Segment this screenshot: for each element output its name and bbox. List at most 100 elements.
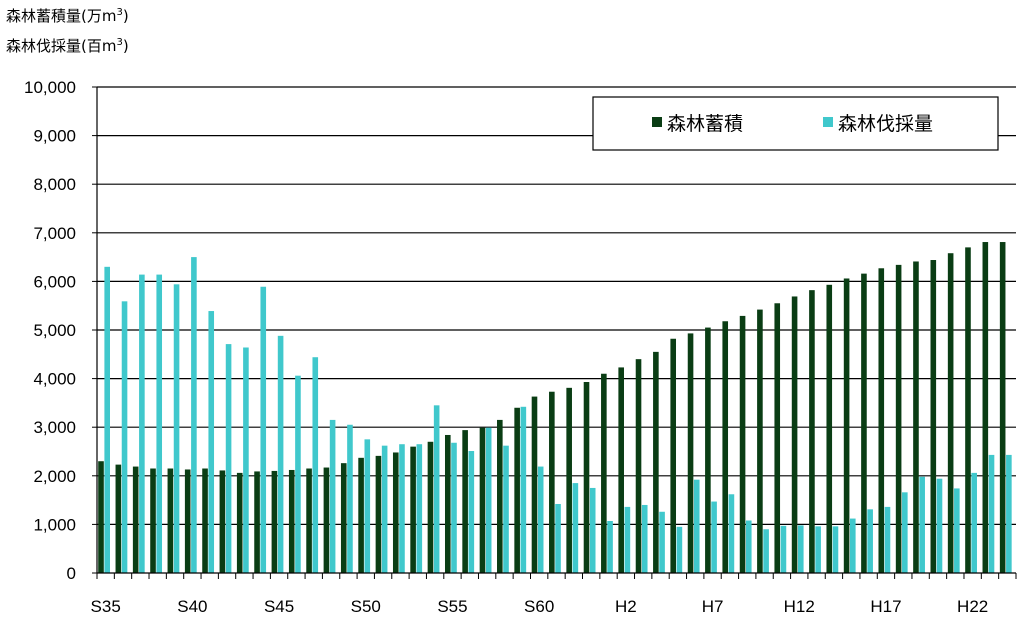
bar-forest-harvest [485,427,492,573]
bar-forest-stock [288,469,295,573]
bar-forest-stock [861,273,867,573]
bar-forest-harvest [139,274,145,573]
bar-forest-harvest [954,488,960,573]
bar-forest-harvest [173,284,180,573]
bar-forest-stock [757,309,763,573]
bar-forest-stock [462,430,468,573]
bar-forest-harvest [503,445,509,573]
y-tick-label: 10,000 [24,78,76,97]
bar-forest-harvest [936,478,943,573]
y-tick-label: 4,000 [33,370,76,389]
y-tick-label: 3,000 [33,418,76,437]
bar-forest-harvest [208,311,215,573]
x-tick-label: S35 [91,597,121,616]
bar-forest-harvest [711,501,717,573]
bar-forest-stock [791,296,798,573]
bar-forest-stock [965,247,971,573]
legend-swatch [652,117,662,127]
bar-forest-harvest [451,442,457,573]
bar-forest-harvest [693,479,700,573]
bar-forest-stock [479,427,486,573]
bar-forest-harvest [399,444,405,573]
bar-forest-stock [98,461,104,573]
bar-forest-stock [722,321,729,573]
bar-forest-harvest [919,476,925,573]
bar-forest-stock [531,396,538,573]
bar-forest-harvest [607,520,613,573]
bar-forest-stock [358,457,364,573]
bars [98,242,1012,573]
x-tick-label: H12 [784,597,815,616]
bar-forest-harvest [902,492,908,573]
bar-forest-harvest [745,520,752,573]
bar-forest-stock [670,338,677,573]
bar-forest-stock [254,471,260,573]
axes: 0 1,000 2,000 3,000 4,000 5,000 6,000 7,000 8,00… [24,78,1017,616]
bar-forest-stock [167,468,174,573]
x-tick-label: S60 [524,597,554,616]
bar-forest-stock [930,260,937,573]
bar-forest-harvest [381,445,388,573]
bar-forest-stock [774,303,781,573]
bar-forest-stock [444,434,451,573]
bar-forest-stock [739,315,746,573]
y-tick-label: 5,000 [33,321,76,340]
bar-forest-stock [340,463,347,573]
x-tick-label: H17 [870,597,901,616]
bar-forest-harvest [537,466,544,573]
bar-forest-harvest [867,509,873,573]
bar-forest-harvest [225,344,232,573]
x-tick-label: H7 [702,597,724,616]
x-tick-label: H2 [615,597,637,616]
bar-forest-harvest [589,487,596,573]
legend-label: 森林伐採量 [838,113,933,135]
bar-forest-stock [219,470,226,573]
y-axis-label-volume: 森林蓄積量(万m3) [6,7,129,25]
x-tick-label: S40 [177,597,207,616]
bar-forest-stock [705,327,711,573]
bar-forest-stock [653,351,659,573]
bar-forest-stock [549,391,555,573]
legend: 森林蓄積 森林伐採量 [592,96,999,151]
bar-forest-harvest [347,424,353,573]
bar-forest-harvest [555,503,561,573]
bar-forest-harvest [641,504,648,573]
bar-forest-harvest [295,375,301,573]
bar-forest-harvest [156,274,163,573]
bar-forest-harvest [797,525,804,573]
y-tick-label: 1,000 [33,515,76,534]
bar-forest-harvest [260,286,267,573]
y-tick-label: 9,000 [33,127,76,146]
bar-forest-stock [843,278,850,573]
y-tick-label: 6,000 [33,272,76,291]
bar-forest-harvest [277,335,284,573]
bar-forest-harvest [971,472,977,573]
bar-forest-harvest [433,405,440,573]
bar-forest-harvest [728,494,735,573]
bar-forest-stock [514,407,520,573]
bar-forest-stock [687,333,694,573]
bar-forest-harvest [832,526,839,573]
bar-forest-stock [236,472,243,573]
bar-forest-stock [913,261,919,573]
bar-forest-harvest [659,511,665,573]
bar-forest-stock [635,359,642,573]
bar-forest-stock [115,464,122,573]
bar-forest-harvest [1006,454,1012,573]
bar-forest-stock [427,441,434,573]
x-tick-label: S55 [437,597,467,616]
bar-forest-harvest [416,444,423,573]
x-tick-label: H22 [957,597,988,616]
bar-forest-harvest [104,266,110,573]
legend-label: 森林蓄積 [667,113,743,135]
bar-forest-harvest [676,526,683,573]
bar-forest-harvest [520,406,527,573]
bar-forest-harvest [988,454,995,573]
bar-forest-stock [132,466,139,573]
bar-forest-stock [878,268,885,573]
bar-forest-harvest [312,357,319,573]
bar-forest-harvest [364,439,371,573]
bar-forest-harvest [763,529,769,573]
x-tick-label: S45 [264,597,294,616]
bar-forest-harvest [884,506,891,573]
